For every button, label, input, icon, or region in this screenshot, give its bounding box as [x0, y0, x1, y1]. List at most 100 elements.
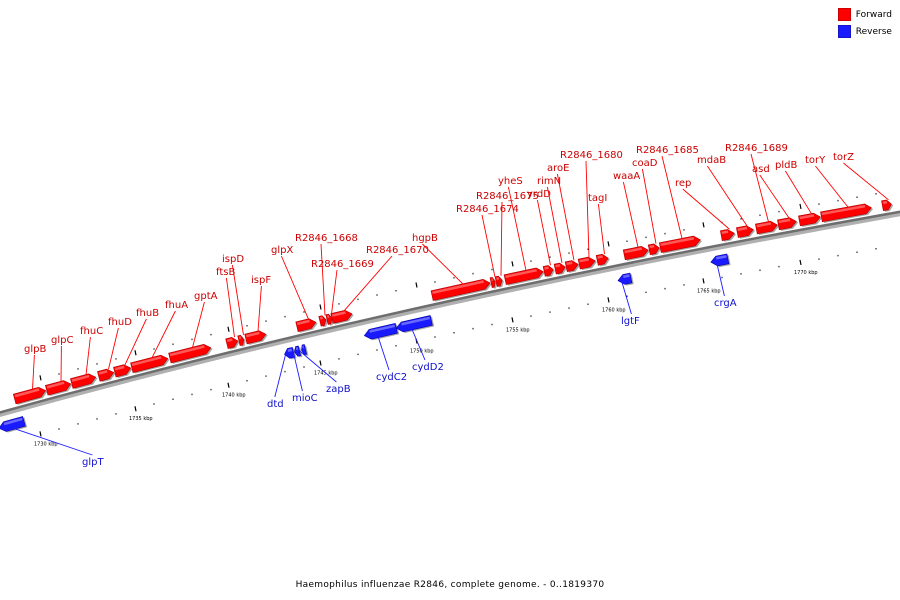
fhuB-leader — [124, 318, 147, 365]
torY-leader — [815, 165, 849, 208]
rep-arrow — [720, 229, 735, 241]
lgtF-gene — [617, 272, 634, 286]
glpC-label: glpC — [51, 335, 73, 346]
rep-label: rep — [675, 178, 691, 189]
R2846_1668-gene — [318, 315, 328, 328]
crgA-leader — [716, 261, 725, 297]
pldB-leader — [785, 170, 812, 215]
pldB-arrow — [798, 212, 821, 227]
cydD2-highlight — [401, 316, 430, 326]
tick-mark — [607, 297, 610, 303]
rimN-gene — [553, 262, 567, 276]
coaD-leader — [641, 168, 657, 244]
tick-mark-top — [227, 326, 230, 332]
R2846_1689-arrow — [755, 220, 778, 235]
ispD-highlight — [238, 336, 242, 340]
mdaB-arrow — [736, 225, 754, 238]
tick-mark-top — [799, 203, 802, 210]
tick-mark-top — [319, 304, 322, 310]
glpX-arrow — [295, 318, 317, 332]
aroE-leader — [556, 173, 575, 261]
tick-mark-top — [511, 261, 514, 267]
rep-leader — [682, 188, 730, 230]
asd-leader — [759, 174, 790, 219]
tick-mark — [702, 278, 705, 284]
pldB-gene — [798, 212, 823, 228]
R2846_1674-label: R2846_1674 — [456, 204, 519, 215]
dtd-highlight — [287, 348, 293, 352]
rep-highlight — [721, 230, 729, 235]
R2846_1674-arrow — [489, 277, 496, 288]
R2846_1668-arrow — [318, 315, 327, 327]
tick-mark — [39, 431, 42, 437]
tick-label: 1730 kbp — [34, 441, 58, 447]
glpC-arrow — [44, 380, 72, 396]
coaD-highlight — [649, 244, 655, 249]
zapB-gene — [301, 344, 309, 356]
R2846_1674-gene — [489, 277, 497, 289]
R2846_1669-arrow — [325, 313, 333, 325]
R2846_1685-leader — [661, 155, 683, 239]
glpC-highlight — [46, 381, 65, 389]
tagI-arrow — [595, 253, 609, 266]
ispF-arrow — [244, 330, 267, 345]
ispD-label: ispD — [222, 254, 244, 265]
R2846_1668-label: R2846_1668 — [295, 233, 358, 244]
dtd-label: dtd — [267, 399, 284, 410]
aroE-arrow — [564, 260, 579, 273]
cydD2-label: cydD2 — [412, 362, 444, 373]
ispF-leader — [257, 285, 262, 332]
glpB-label: glpB — [24, 344, 46, 355]
asd-label: asd — [752, 164, 770, 175]
tick-mark — [319, 360, 322, 366]
hgpB-highlight — [432, 280, 484, 294]
R2846_1670-leader — [343, 255, 393, 312]
legend-forward: Forward — [837, 8, 892, 21]
legend: Forward Reverse — [837, 8, 892, 42]
ftsB-highlight — [226, 338, 233, 343]
R2846_1675-highlight — [496, 277, 500, 280]
R2846_1675-leader — [500, 201, 503, 276]
gptA-arrow — [168, 343, 212, 364]
tick-mark-top — [702, 222, 705, 228]
yheS-arrow — [503, 267, 544, 285]
fhuB-label: fhuB — [136, 308, 159, 319]
lgtF-label: lgtF — [621, 316, 640, 327]
tick-mark-top — [607, 241, 610, 247]
mdaB-leader — [707, 165, 748, 227]
fhuA-leader — [151, 310, 176, 359]
hgpB-label: hgpB — [412, 233, 438, 244]
ispF-label: ispF — [251, 275, 271, 286]
asd-arrow — [777, 217, 797, 231]
R2846_1670-gene — [330, 309, 354, 325]
torZ-gene — [881, 199, 894, 212]
glpB-gene — [12, 386, 48, 405]
fhuD-arrow — [97, 368, 115, 382]
R2846_1680-highlight — [579, 258, 590, 263]
tick-mark-top — [415, 282, 418, 288]
ispD-gene — [237, 334, 246, 347]
waaA-highlight — [624, 247, 643, 254]
R2846_1669-label: R2846_1669 — [311, 259, 374, 270]
tick-label: 1755 kbp — [506, 327, 530, 333]
rimN-leader — [546, 186, 563, 263]
fhuD-highlight — [98, 370, 108, 375]
R2846_1675-arrow — [494, 275, 503, 287]
rimN-highlight — [555, 264, 561, 268]
fhuC-gene — [70, 373, 98, 390]
cydC2-label: cydC2 — [376, 372, 407, 383]
yrdD-gene — [542, 265, 555, 278]
glpX-highlight — [296, 319, 310, 326]
fhuB-highlight — [114, 365, 125, 371]
glpC-gene — [44, 380, 73, 397]
hgpB-arrow — [430, 279, 491, 301]
glpT-label: glpT — [82, 457, 104, 468]
R2846_1685-gene — [658, 235, 703, 254]
mioC-arrow — [294, 345, 302, 357]
lgtF-highlight — [623, 274, 630, 278]
fhuD-leader — [108, 327, 119, 370]
torZ-highlight — [882, 200, 888, 205]
R2846_1689-highlight — [756, 222, 772, 228]
R2846_1680-arrow — [577, 256, 596, 270]
